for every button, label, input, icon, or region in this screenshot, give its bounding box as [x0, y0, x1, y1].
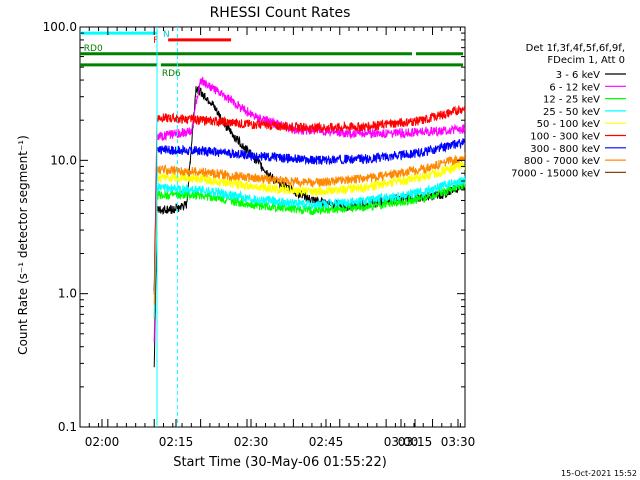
series-line [153, 138, 466, 291]
legend-entry-label: 25 - 50 keV [543, 107, 600, 118]
y-tick-label: 0.1 [58, 420, 77, 434]
bars-layer: F RD0 RD6 N [80, 30, 463, 79]
series-line [153, 181, 466, 320]
legend: Det 1f,3f,4f,5f,6f,9f,FDecim 1, Att 0 3 -… [511, 43, 626, 179]
x-tick-label: 02:30 [234, 435, 269, 449]
legend-entry-label: 6 - 12 keV [549, 82, 600, 93]
x-tick-label: 03:00 [384, 435, 419, 449]
legend-entry-label: 300 - 800 keV [530, 144, 600, 155]
y-axis: 0.1 1.0 10.0 100.0 [43, 20, 465, 434]
mode-bar-label: RD6 [162, 69, 181, 79]
legend-entry-label: 50 - 100 keV [537, 119, 601, 130]
x-tick-label: 02:45 [309, 435, 344, 449]
x-tick-label: 02:00 [85, 435, 120, 449]
y-tick-label: 100.0 [43, 20, 77, 34]
legend-entry-label: 12 - 25 keV [543, 95, 600, 106]
legend-entry-label: 800 - 7000 keV [524, 156, 600, 167]
x-tick-label: 02:15 [159, 435, 194, 449]
y-tick-label: 1.0 [58, 287, 77, 301]
series-line [153, 76, 466, 343]
x-tick-label: 03:15 [398, 435, 433, 449]
y-tick-label: 10.0 [50, 153, 77, 167]
y-axis-label: Count Rate (s⁻¹ detector segment⁻¹) [16, 135, 30, 355]
plot-area [79, 26, 466, 428]
series-line [153, 105, 466, 295]
vlines-layer [156, 27, 178, 427]
legend-entry-label: 7000 - 15000 keV [511, 168, 600, 179]
mode-bar-label: RD0 [84, 44, 103, 54]
x-tick-label: 03:30 [441, 435, 476, 449]
series-layer [153, 76, 466, 368]
legend-entry-label: 100 - 300 keV [530, 132, 600, 143]
legend-header: FDecim 1, Att 0 [547, 55, 625, 66]
x-axis-label: Start Time (30-May-06 01:55:22) [173, 455, 387, 470]
timestamp: 15-Oct-2021 15:52 [561, 469, 637, 478]
marker-n-label: N [163, 30, 170, 40]
chart-title: RHESSI Count Rates [210, 5, 351, 21]
legend-header: Det 1f,3f,4f,5f,6f,9f, [526, 43, 625, 54]
legend-entry-label: 3 - 6 keV [556, 70, 600, 81]
mode-bar-label: F [153, 36, 158, 46]
series-line [153, 175, 466, 318]
series-line [153, 160, 466, 301]
series-line [153, 152, 466, 305]
